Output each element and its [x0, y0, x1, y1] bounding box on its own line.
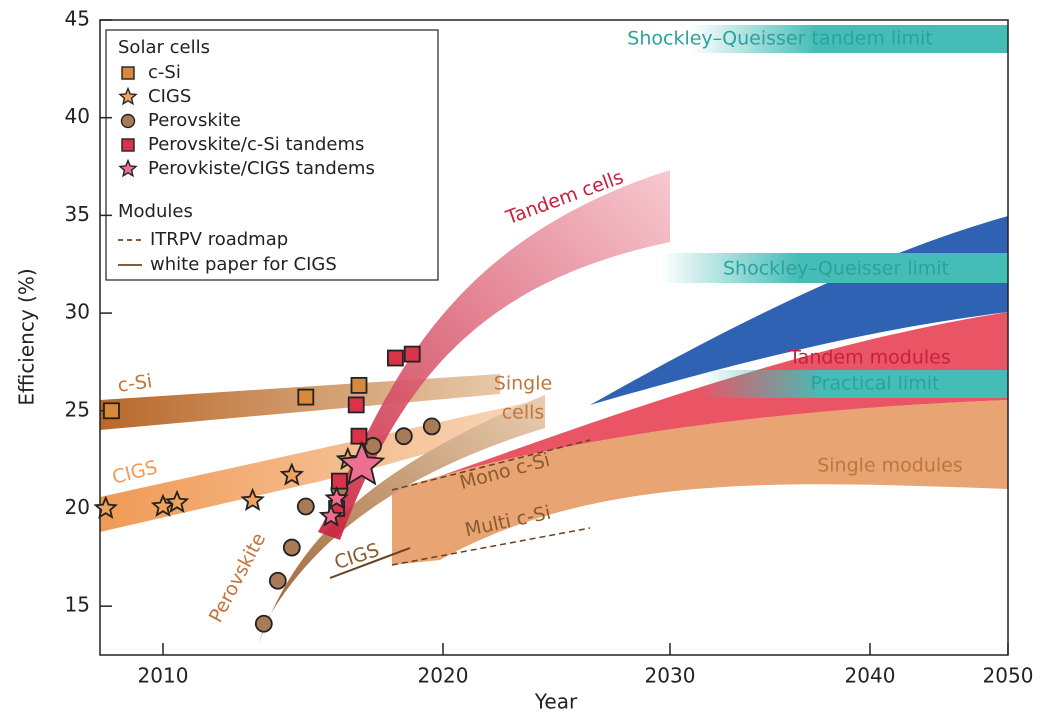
- square-marker: [350, 376, 368, 394]
- legend-label: ITRPV roadmap: [150, 229, 288, 250]
- y-tick-label: 25: [65, 397, 90, 421]
- legend-box: [105, 29, 439, 281]
- band-sq-limit: [660, 253, 1008, 283]
- legend-label: white paper for CIGS: [150, 254, 337, 275]
- legend-title: Solar cells: [118, 37, 210, 58]
- star-marker: [240, 487, 265, 511]
- circle-marker: [254, 614, 273, 633]
- band-practical-limit: [700, 370, 1008, 398]
- legend-label: Perovkiste/CIGS tandems: [148, 158, 375, 179]
- annotation: c-Si: [116, 370, 153, 397]
- x-tick-label: 2020: [418, 664, 469, 688]
- y-tick-label: 35: [65, 202, 90, 226]
- annotation: Shockley–Queisser tandem limit: [627, 28, 932, 50]
- circle-marker: [120, 113, 136, 129]
- annotation: Single: [494, 373, 552, 395]
- legend-label: Perovskite: [148, 110, 241, 131]
- annotation: Practical limit: [811, 373, 940, 395]
- legend-title: Modules: [118, 201, 193, 222]
- annotation: Perovskite: [205, 529, 270, 626]
- circle-marker: [364, 437, 382, 455]
- square-marker: [347, 396, 365, 414]
- band-sq-tandem-limit: [690, 25, 1008, 53]
- star-marker: [164, 489, 190, 514]
- x-tick-label: 2010: [138, 664, 189, 688]
- star-marker: [118, 86, 138, 106]
- annotation: cells: [502, 402, 545, 424]
- annotation: Tandem modules: [788, 347, 951, 369]
- square-marker: [121, 66, 135, 80]
- series: [318, 440, 386, 527]
- square-marker: [350, 427, 368, 445]
- legend-label: Perovskite/c-Si tandems: [148, 134, 364, 155]
- star-marker: [318, 503, 344, 527]
- star-marker: [279, 462, 305, 486]
- square-marker: [403, 345, 421, 363]
- annotation: Triple modules: [816, 291, 955, 313]
- x-tick-label: 2050: [983, 664, 1034, 688]
- cigs-white-paper: [329, 547, 411, 579]
- legend: Solar cells c-Si CIGS Perovskite Perovskite/…: [105, 29, 439, 281]
- legend-label: c-Si: [148, 62, 181, 83]
- star-marker: [324, 485, 349, 510]
- star-marker: [93, 495, 118, 519]
- annotation: Shockley–Queisser limit: [723, 258, 949, 280]
- x-tick-label: 2030: [645, 664, 696, 688]
- circle-marker: [282, 538, 301, 557]
- square-marker: [121, 138, 135, 152]
- y-tick-label: 20: [65, 495, 90, 519]
- legend-label: CIGS: [148, 86, 191, 107]
- y-tick-label: 40: [65, 104, 90, 128]
- annotation: Single modules: [817, 455, 963, 477]
- band-single-modules: [392, 400, 1008, 565]
- square-marker: [330, 472, 348, 490]
- star-marker: [338, 440, 386, 486]
- circle-marker: [268, 571, 287, 590]
- square-marker: [297, 388, 315, 406]
- series: [103, 376, 368, 420]
- y-tick-label: 45: [65, 7, 90, 31]
- y-axis-label: Efficiency (%): [15, 268, 39, 405]
- circle-marker: [296, 497, 315, 516]
- annotation: CIGS: [110, 456, 160, 488]
- y-tick-label: 30: [65, 300, 90, 324]
- x-axis-label: Year: [534, 690, 578, 714]
- y-tick-label: 15: [65, 593, 90, 617]
- itrpv-mono: [391, 439, 591, 491]
- square-marker: [103, 402, 120, 420]
- square-marker: [386, 349, 404, 367]
- itrpv-multi: [391, 527, 591, 566]
- band-tandem-cells: [318, 170, 670, 540]
- star-marker: [118, 158, 138, 178]
- band-perovskite-cells: [258, 395, 545, 645]
- x-tick-label: 2040: [845, 664, 896, 688]
- circle-marker: [394, 427, 413, 446]
- circle-marker: [422, 417, 441, 436]
- plot-frame: [99, 19, 1009, 656]
